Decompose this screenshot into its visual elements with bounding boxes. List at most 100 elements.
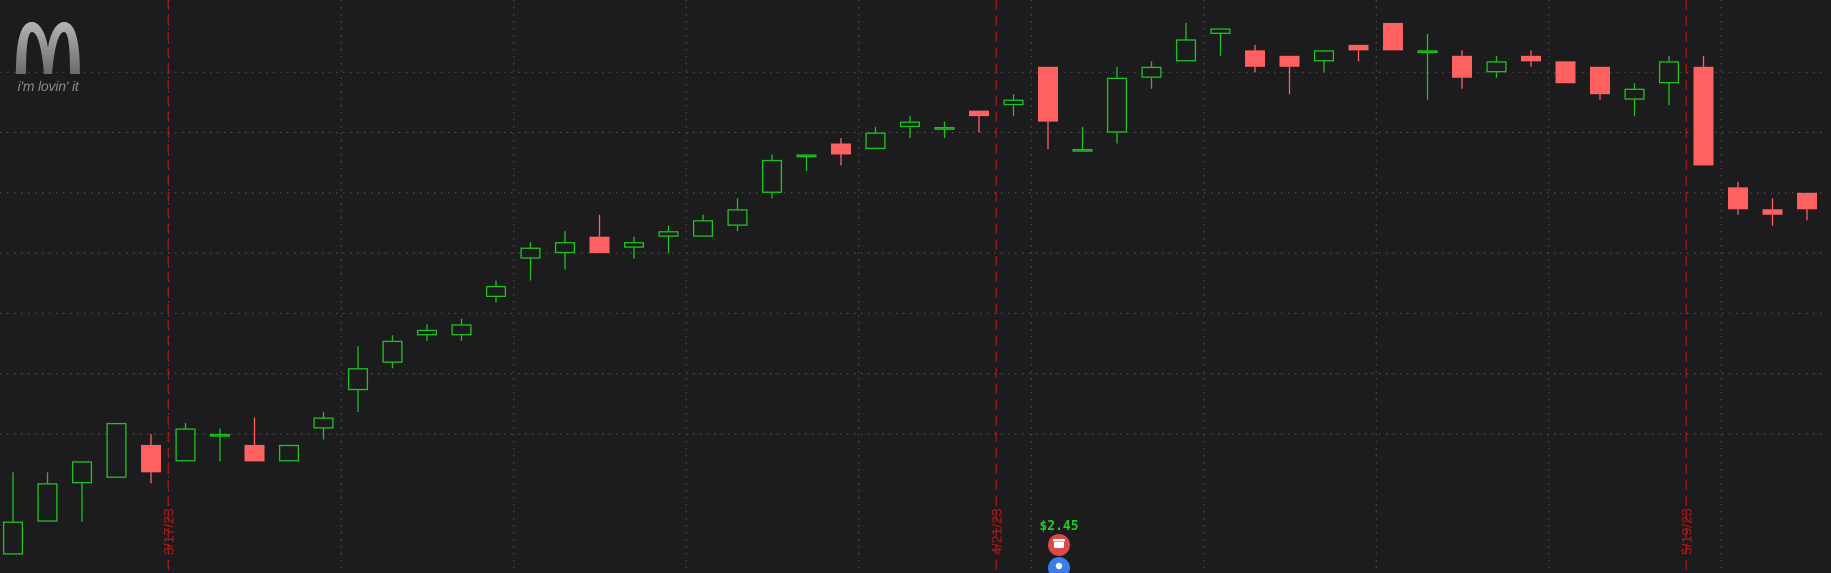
candle-down [1693,55,1714,166]
candle-down [1797,192,1817,221]
candle-up [209,428,231,462]
candle-body [1003,99,1024,106]
candle-up [761,154,783,199]
candle-body [1452,55,1472,78]
candle-body [106,422,127,478]
candle-down [1383,22,1403,51]
candle-body [1555,61,1576,84]
candle-body [1590,66,1610,95]
candle-up [382,335,403,369]
candle-down [1452,50,1472,89]
brand-logo: i'm lovin' it [8,18,88,100]
candle-body [1038,66,1058,122]
candle-body [1417,50,1438,54]
candle-up [1210,28,1231,56]
candle-up [1141,61,1162,89]
candle-body [796,154,817,158]
candle-body [244,444,265,462]
candle-down [1728,181,1748,215]
candle-up [520,242,541,281]
candle-body [520,247,541,259]
date-marker-label: 4/21/23 [988,508,1004,555]
candle-body [141,444,161,473]
candle-up [1486,55,1507,78]
candle-up [1003,94,1024,117]
candle-up [1106,66,1128,144]
candle-body [1175,39,1197,62]
earnings-icon-glyph [1055,562,1063,570]
candle-up [2,472,24,555]
candle-body [1210,28,1231,34]
candle-body [1624,88,1645,100]
dividend-label: $2.45 [1039,519,1078,534]
candle-up [347,346,369,413]
candle-up [1313,50,1335,73]
date-markers: 3/17/23 4/21/23 5/19/23 [160,0,1694,573]
candle-up [554,231,576,270]
candle-body [1521,55,1541,62]
candle-up [658,225,679,254]
candle-body [692,220,714,237]
candle-down [141,433,161,484]
candle-body [899,121,921,128]
candle-up [934,121,955,139]
candle-body [1658,61,1680,84]
candle-body [1486,61,1507,73]
candle-up [37,472,58,522]
candle-down [1038,66,1058,149]
dividend-icon-glyph [1053,539,1065,542]
candle-down [1555,61,1576,84]
candle-body [1728,187,1748,210]
candle-body [451,324,472,336]
candle-body [1106,77,1128,133]
candles [2,22,1817,555]
candle-up [1072,127,1093,152]
candle-body [1279,55,1300,67]
candle-body [485,285,507,298]
candle-down [1590,66,1610,100]
candle-body [554,242,576,254]
candle-up [899,116,921,139]
candle-body [313,417,334,429]
candle-body [382,340,403,363]
date-marker-label: 3/17/23 [160,508,176,555]
dividend-icon-glyph [1054,542,1064,548]
candle-body [416,329,438,336]
candle-body [589,236,610,254]
candle-down [589,214,610,254]
candle-body [761,159,783,193]
candle-body [2,521,24,555]
candle-up [692,214,714,237]
candle-down [1521,50,1541,67]
candle-up [1417,33,1438,100]
candle-body [1313,50,1335,62]
candle-body [209,433,231,437]
earnings-icon [1048,557,1070,573]
candle-body [1693,66,1714,166]
candle-up [485,280,507,303]
candle-up [727,198,748,232]
candle-body [865,132,886,150]
candle-up [1175,22,1197,62]
golden-arches-icon [16,22,80,74]
candle-body [934,127,955,130]
dividend-icon [1048,534,1070,556]
candle-body [831,143,851,155]
candle-down [1348,44,1369,62]
candle-down [1762,198,1783,226]
candle-body [1245,50,1265,67]
candle-up [106,422,127,478]
candle-down [244,417,265,462]
candle-up [623,236,645,259]
candle-body [1348,44,1369,51]
candle-down [1279,55,1300,95]
candle-body [658,231,679,237]
candle-body [1762,209,1783,215]
candle-body [175,428,196,462]
candle-body [1797,192,1817,210]
events: $2.45 [1039,519,1079,573]
candle-up [451,318,472,341]
candle-up [278,444,300,462]
